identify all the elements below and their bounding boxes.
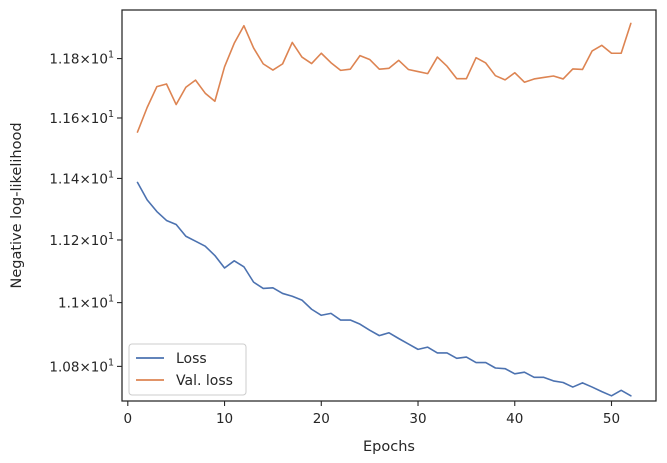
- legend-label: Val. loss: [176, 373, 233, 389]
- y-axis: 1.08×101 1.1×101 1.12×101 1.14×101 1.16×101 1…: [49, 50, 122, 375]
- y-tick-label: 1.18×101: [49, 50, 114, 68]
- x-tick-label: 10: [216, 411, 233, 427]
- legend-box: [128, 343, 247, 396]
- y-tick-label: 1.08×101: [49, 357, 114, 375]
- y-tick-label: 1.1×101: [58, 294, 114, 312]
- x-tick-label: 30: [409, 411, 426, 427]
- y-tick-label: 1.16×101: [49, 109, 114, 127]
- x-tick-label: 0: [124, 411, 133, 427]
- legend-label: Loss: [176, 351, 207, 367]
- plot-frame: [121, 9, 657, 402]
- y-axis-label: Negative log-likelihood: [9, 122, 25, 288]
- x-tick-label: 20: [313, 411, 330, 427]
- x-axis: 0 10 20 30 40 50: [124, 401, 620, 427]
- x-tick-label: 50: [603, 411, 620, 427]
- legend: Loss Val. loss: [128, 343, 247, 396]
- x-axis-label: Epochs: [363, 439, 415, 455]
- series-line-loss: [136, 181, 632, 397]
- plot-lines: [136, 22, 632, 397]
- x-tick-label: 40: [506, 411, 523, 427]
- series-line-val-loss: [136, 22, 632, 133]
- y-tick-label: 1.14×101: [49, 169, 114, 187]
- y-tick-label: 1.12×101: [49, 231, 114, 249]
